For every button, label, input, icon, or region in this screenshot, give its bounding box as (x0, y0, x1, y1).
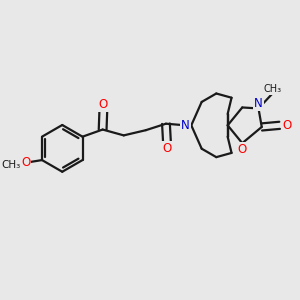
Text: N: N (254, 97, 263, 110)
Text: O: O (99, 98, 108, 111)
Text: CH₃: CH₃ (2, 160, 21, 170)
Text: CH₃: CH₃ (264, 84, 282, 94)
Text: N: N (181, 119, 190, 132)
Text: O: O (238, 142, 247, 155)
Text: O: O (282, 119, 291, 132)
Text: O: O (21, 156, 30, 169)
Text: O: O (162, 142, 172, 155)
